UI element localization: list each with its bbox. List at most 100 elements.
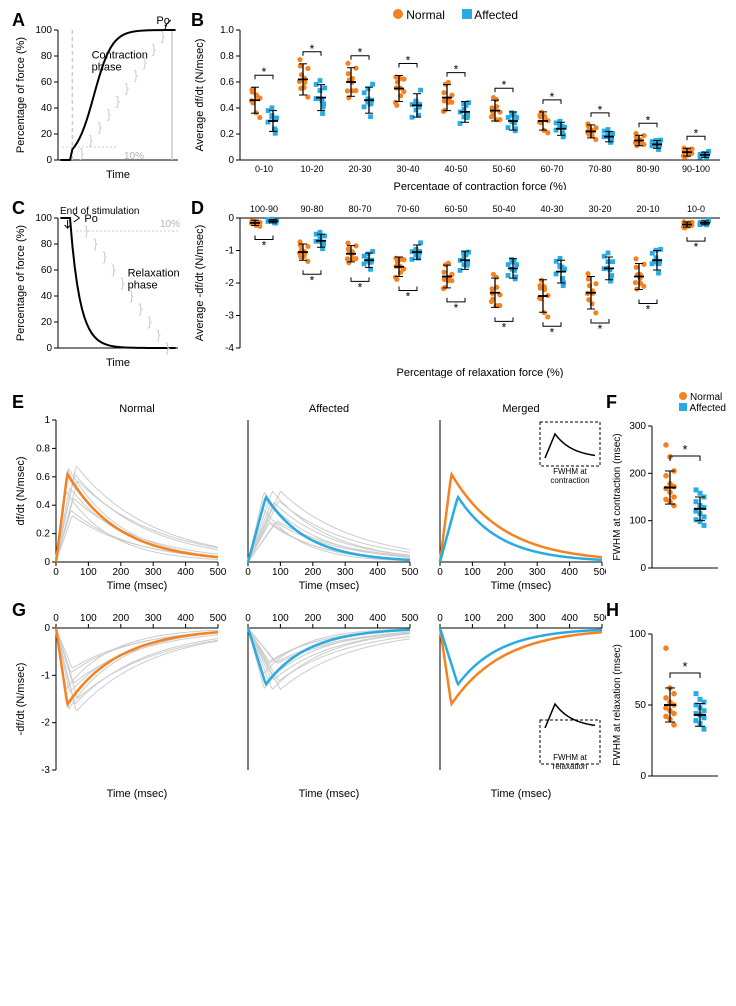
svg-text:Time (msec): Time (msec) [107,788,168,800]
svg-text:80: 80 [41,239,53,250]
svg-text:200: 200 [304,613,321,624]
svg-text:0: 0 [44,557,50,568]
svg-text:500: 500 [594,613,606,624]
svg-text:-2: -2 [41,718,50,729]
svg-text:*: * [454,63,459,77]
svg-text:200: 200 [496,613,513,624]
chart-H: 0 50 100 FWHM at relaxation (msec) * [606,600,726,800]
svg-text:20: 20 [41,317,53,328]
svg-text:50: 50 [635,700,647,711]
svg-text:40-30: 40-30 [540,204,563,214]
legend-dot-normal-f [679,392,687,400]
svg-text:300: 300 [529,567,546,578]
chart-E: df/dt (N/msec)Normal00.20.40.60.81010020… [10,392,606,592]
svg-text:*: * [682,659,687,674]
svg-text:}: } [147,314,152,329]
svg-text:0: 0 [245,613,251,624]
svg-text:Time (msec): Time (msec) [299,580,360,592]
svg-text:0: 0 [640,771,646,782]
svg-text:}: } [165,340,170,355]
svg-text:*: * [694,126,699,140]
svg-text:400: 400 [177,613,194,624]
svg-text:}: } [152,42,157,57]
svg-text:300: 300 [145,567,162,578]
svg-text:Time (msec): Time (msec) [299,788,360,800]
svg-text:500: 500 [210,567,227,578]
svg-text:500: 500 [594,567,606,578]
svg-text:0: 0 [46,155,52,166]
svg-text:60-70: 60-70 [540,164,563,174]
figure-root: A 020406080100Percentage of force (%)Tim… [10,10,726,800]
svg-text:}: } [116,94,121,109]
svg-text:Time: Time [106,357,130,369]
svg-text:30-20: 30-20 [588,204,611,214]
svg-text:0: 0 [437,613,443,624]
legend-text-normal: Normal [406,8,445,22]
svg-text:}: } [125,81,130,96]
svg-text:*: * [598,103,603,117]
svg-text:Normal: Normal [119,403,154,415]
svg-text:1.0: 1.0 [220,25,234,36]
chart-A: 020406080100Percentage of force (%)Time}… [10,10,185,190]
svg-text:60: 60 [41,77,53,88]
svg-text:10%: 10% [160,219,180,230]
svg-text:}: } [80,146,85,161]
svg-text:*: * [550,325,555,339]
svg-text:Merged: Merged [502,403,539,415]
svg-text:*: * [262,65,267,79]
legend-top: Normal Affected [185,8,726,22]
legend-dot-normal [393,9,403,19]
svg-text:50-60: 50-60 [492,164,515,174]
svg-text:Contractionphase: Contractionphase [92,50,148,74]
svg-text:90-100: 90-100 [682,164,710,174]
svg-text:1: 1 [44,415,50,426]
panel-E: E df/dt (N/msec)Normal00.20.40.60.810100… [10,392,606,592]
svg-text:*: * [262,238,267,252]
svg-text:20-30: 20-30 [348,164,371,174]
svg-text:}: } [134,68,139,83]
chart-G: -df/dt (N/msec)-3-2-100100200300400500Ti… [10,600,606,800]
chart-F: 0100200300FWHM at contraction (msec)* [606,392,726,592]
panel-B: B Normal Affected 00.20.40.60.81.0Averag… [185,10,726,190]
svg-text:300: 300 [629,421,646,432]
svg-text:70-60: 70-60 [396,204,419,214]
svg-text:0: 0 [437,567,443,578]
svg-text:100: 100 [35,213,52,224]
svg-text:*: * [502,320,507,334]
legend-sq-affected [462,9,472,19]
svg-text:100: 100 [629,629,646,640]
svg-text:Percentage of force (%): Percentage of force (%) [15,225,27,341]
svg-text:0.2: 0.2 [36,529,50,540]
svg-text:-4: -4 [225,343,234,354]
panel-label-A: A [12,10,25,31]
svg-text:Time (msec): Time (msec) [491,580,552,592]
svg-text:}: } [93,236,98,251]
svg-text:-df/dt (N/msec): -df/dt (N/msec) [15,663,27,736]
svg-text:FWHM atrelaxation: FWHM atrelaxation [553,753,588,771]
legend-text-affected: Affected [474,8,518,22]
panel-label-H: H [606,600,619,621]
svg-text:-3: -3 [225,311,234,322]
svg-text:*: * [310,273,315,287]
svg-text:}: } [111,262,116,277]
svg-text:}: } [98,120,103,135]
svg-text:*: * [406,54,411,68]
panel-label-G: G [12,600,26,621]
svg-text:0.4: 0.4 [220,103,234,114]
svg-text:20: 20 [41,129,53,140]
svg-text:400: 400 [561,613,578,624]
svg-text:100: 100 [80,613,97,624]
svg-text:100-90: 100-90 [250,204,278,214]
panel-F: F Normal Affected 0100200300FWHM at cont… [606,392,726,592]
svg-text:100: 100 [272,613,289,624]
svg-text:FWHM at relaxation (msec): FWHM at relaxation (msec) [612,644,623,766]
legend-F: Normal Affected [679,392,726,414]
svg-text:0: 0 [46,343,52,354]
svg-text:100: 100 [80,567,97,578]
svg-text:Average -df/dt (N/msec): Average -df/dt (N/msec) [194,225,206,342]
svg-text:*: * [694,240,699,254]
svg-text:*: * [646,113,651,127]
svg-text:df/dt (N/msec): df/dt (N/msec) [15,456,27,525]
svg-text:*: * [646,303,651,317]
panel-D: D -4-3-2-10Average -df/dt (N/msec)Percen… [185,198,726,378]
